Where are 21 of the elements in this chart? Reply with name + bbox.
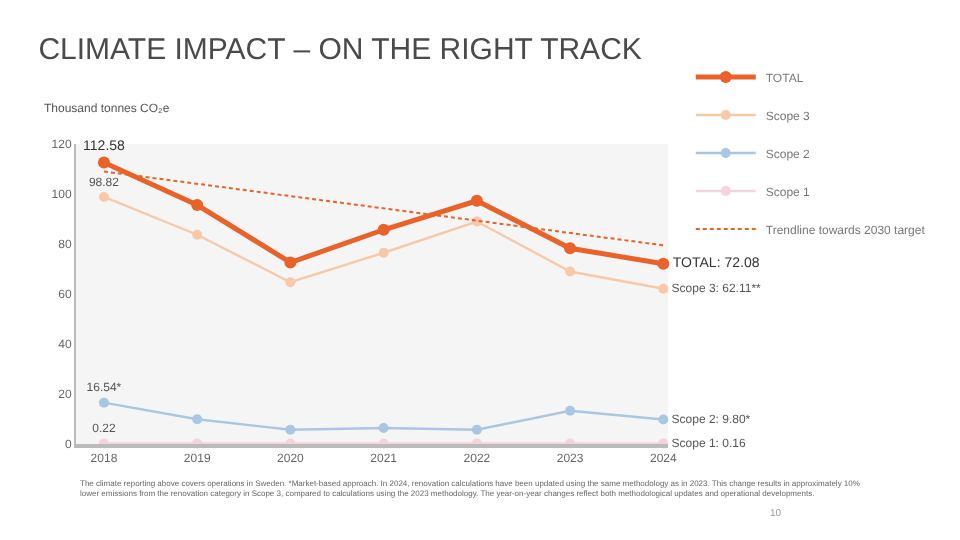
- point: [658, 283, 669, 294]
- point: [471, 424, 482, 435]
- chart-title: CLIMATE IMPACT – ON THE RIGHT TRACK: [38, 32, 642, 67]
- point: [564, 242, 577, 255]
- point: [191, 199, 204, 211]
- point: [98, 191, 109, 202]
- point: [565, 266, 576, 277]
- point: [97, 156, 110, 169]
- point: [377, 223, 390, 236]
- point: [192, 229, 203, 240]
- point: [98, 397, 109, 408]
- point: [284, 256, 297, 269]
- point: [658, 414, 669, 425]
- point: [285, 277, 296, 288]
- point: [378, 247, 389, 258]
- point: [192, 414, 203, 425]
- point: [285, 424, 296, 435]
- point: [565, 405, 576, 416]
- point: [470, 194, 483, 207]
- point: [378, 423, 389, 433]
- point: [657, 257, 670, 270]
